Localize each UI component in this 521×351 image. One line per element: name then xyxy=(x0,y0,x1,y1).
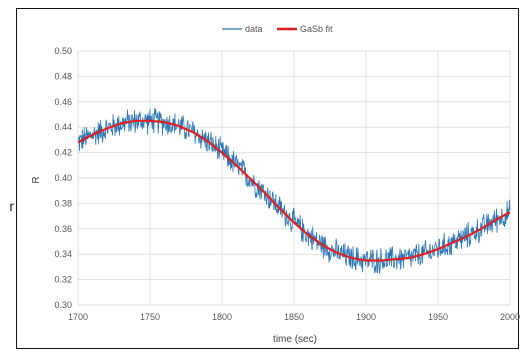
legend-label-data: data xyxy=(245,24,263,34)
y-tick-labels: 0.30 0.32 0.34 0.36 0.38 0.40 0.42 0.44 0.46 0.48… xyxy=(54,46,72,310)
series-gasb-fit-line xyxy=(77,119,511,262)
y-tick-label: 0.32 xyxy=(54,275,72,285)
x-tick-label: 1950 xyxy=(428,312,448,322)
x-tick-label: 1850 xyxy=(284,312,304,322)
chart-frame xyxy=(16,8,519,349)
y-tick-label: 0.46 xyxy=(54,97,72,107)
series-layer xyxy=(77,108,511,274)
y-tick-label: 0.30 xyxy=(54,300,72,310)
y-tick-label: 0.34 xyxy=(54,249,72,259)
x-axis-label: time (sec) xyxy=(273,334,317,345)
y-tick-label: 0.40 xyxy=(54,173,72,183)
cropped-text-fragment: r xyxy=(9,198,14,214)
x-tick-label: 1800 xyxy=(212,312,232,322)
series-data-line xyxy=(77,108,511,274)
y-tick-label: 0.38 xyxy=(54,198,72,208)
x-tick-label: 2000 xyxy=(500,312,520,322)
y-tick-label: 0.36 xyxy=(54,224,72,234)
x-tick-label: 1750 xyxy=(140,312,160,322)
x-tick-labels: 1700 1750 1800 1850 1900 1950 2000 xyxy=(68,312,520,322)
y-axis-label: R xyxy=(31,176,42,183)
legend-label-gasb-fit: GaSb fit xyxy=(300,24,333,34)
legend: data GaSb fit xyxy=(222,24,333,34)
y-tick-label: 0.50 xyxy=(54,46,72,56)
y-tick-label: 0.42 xyxy=(54,148,72,158)
y-tick-label: 0.48 xyxy=(54,71,72,81)
x-tick-label: 1900 xyxy=(356,312,376,322)
x-tick-label: 1700 xyxy=(68,312,88,322)
grid-lines xyxy=(77,50,511,306)
y-tick-label: 0.44 xyxy=(54,122,72,132)
